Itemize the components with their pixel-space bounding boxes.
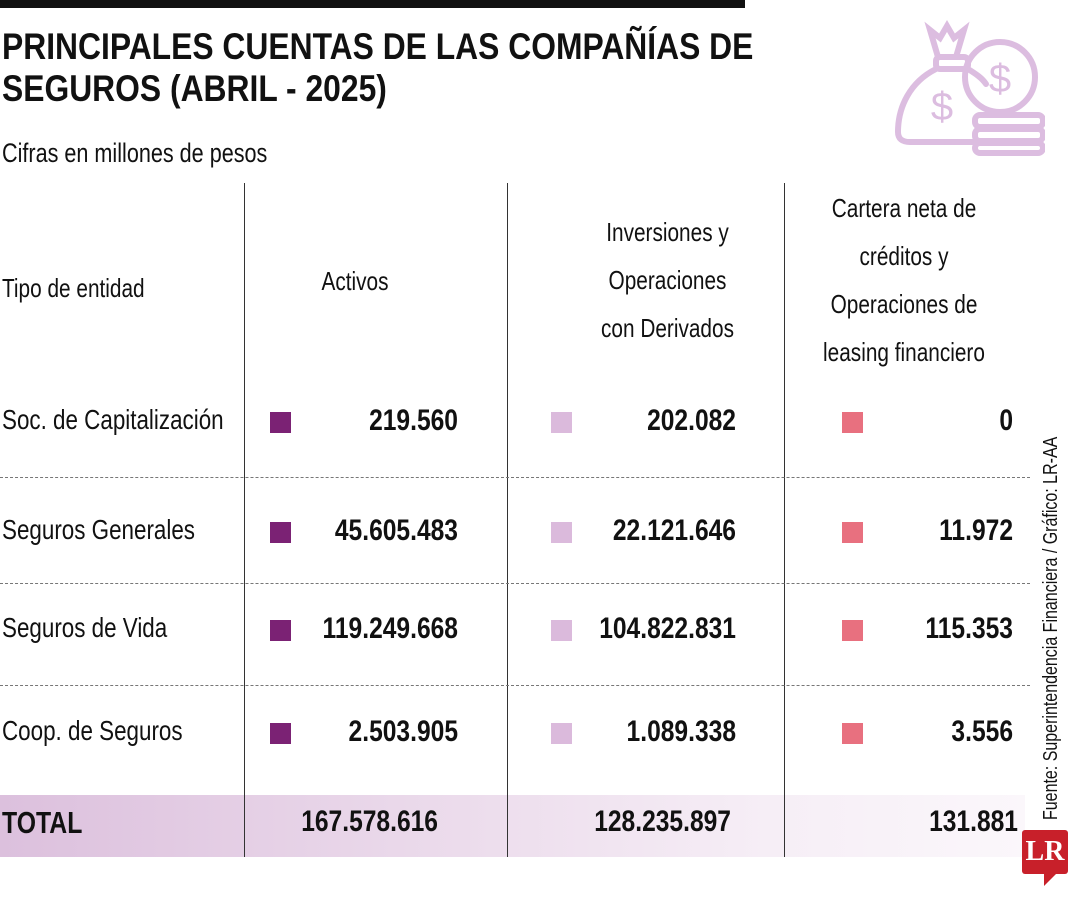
subtitle: Cifras en millones de pesos [2, 138, 268, 168]
value-cartera: 115.353 [925, 612, 1013, 645]
header-inversiones: Inversiones y Operaciones con Derivados [601, 217, 734, 343]
top-bar [0, 0, 745, 8]
legend-square-activos [270, 412, 291, 433]
header-cartera: Cartera neta de créditos y Operaciones d… [823, 193, 985, 367]
header-tipo-entidad: Tipo de entidad [2, 273, 145, 303]
value-inversiones: 1.089.338 [626, 715, 736, 748]
row-divider [0, 477, 1030, 478]
value-activos: 45.605.483 [334, 514, 458, 547]
row-divider [0, 583, 1030, 584]
row-label: Soc. de Capitalización [2, 404, 224, 435]
lr-logo-tail [1044, 872, 1058, 886]
source-note: Fuente: Superintendencia Financiera / Gr… [1040, 436, 1062, 820]
total-row-band [0, 795, 1025, 857]
money-bag-coins-icon: $ $ [894, 20, 1045, 156]
value-inversiones: 22.121.646 [612, 514, 736, 547]
legend-square-cartera [842, 620, 863, 641]
total-cartera: 131.881 [929, 805, 1018, 838]
value-activos: 119.249.668 [322, 612, 458, 645]
value-activos: 2.503.905 [348, 715, 458, 748]
total-label: TOTAL [2, 805, 83, 840]
column-divider [784, 183, 785, 857]
row-label: Seguros de Vida [2, 612, 168, 643]
total-inversiones: 128.235.897 [594, 805, 731, 838]
legend-square-activos [270, 620, 291, 641]
value-cartera: 11.972 [939, 514, 1013, 547]
legend-square-cartera [842, 522, 863, 543]
value-inversiones: 202.082 [647, 404, 736, 437]
legend-square-activos [270, 723, 291, 744]
header-activos: Activos [321, 266, 389, 296]
column-divider [507, 183, 508, 857]
row-divider [0, 685, 1030, 686]
legend-square-inversiones [551, 412, 572, 433]
legend-square-cartera [842, 723, 863, 744]
svg-text:$: $ [931, 85, 953, 129]
value-activos: 219.560 [369, 404, 458, 437]
legend-square-inversiones [551, 723, 572, 744]
row-label: Coop. de Seguros [2, 715, 183, 746]
legend-square-cartera [842, 412, 863, 433]
total-activos: 167.578.616 [301, 805, 438, 838]
column-divider [244, 183, 245, 857]
legend-square-inversiones [551, 522, 572, 543]
value-cartera: 3.556 [951, 715, 1013, 748]
value-inversiones: 104.822.831 [599, 612, 736, 645]
legend-square-inversiones [551, 620, 572, 641]
legend-square-activos [270, 522, 291, 543]
page-title: PRINCIPALES CUENTAS DE LAS COMPAÑÍAS DE … [2, 26, 754, 109]
lr-logo: LR [1022, 830, 1068, 874]
value-cartera: 0 [999, 404, 1013, 437]
svg-text:$: $ [989, 57, 1011, 101]
row-label: Seguros Generales [2, 514, 196, 545]
